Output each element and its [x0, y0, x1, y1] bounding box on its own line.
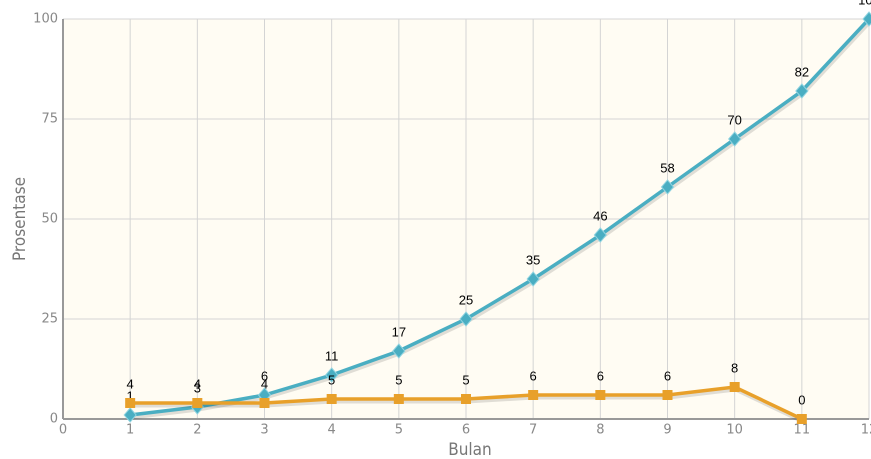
marker	[125, 398, 136, 408]
y-tick-label: 50	[41, 212, 58, 227]
marker	[392, 343, 406, 359]
marker	[123, 407, 137, 423]
value-label: 82	[795, 64, 809, 79]
value-label: 4	[127, 376, 134, 391]
x-tick-label: 9	[663, 423, 671, 438]
marker	[461, 394, 471, 404]
x-tick-label: 12	[861, 423, 871, 438]
value-label: 1	[127, 388, 134, 403]
marker	[528, 390, 539, 400]
x-tick-label: 2	[193, 423, 201, 438]
marker	[326, 394, 337, 404]
x-tick-label: 7	[529, 423, 537, 438]
value-label: 70	[727, 112, 741, 127]
value-label: 4	[261, 376, 268, 391]
value-label: 25	[459, 292, 473, 307]
x-axis-label: Bulan	[448, 440, 492, 459]
marker	[728, 131, 742, 147]
marker	[259, 398, 270, 408]
x-tick-label: 4	[328, 423, 336, 438]
value-label: 58	[660, 160, 674, 175]
line-shadow	[130, 19, 871, 420]
value-label: 100	[858, 0, 871, 7]
marker	[595, 390, 606, 400]
value-label: 3	[194, 380, 201, 395]
marker	[796, 414, 807, 424]
value-label: 17	[392, 324, 406, 339]
marker	[729, 382, 740, 392]
value-label: 11	[325, 348, 339, 363]
y-tick-label: 75	[41, 112, 58, 127]
value-label: 5	[395, 372, 402, 387]
marker	[459, 311, 473, 327]
value-label: 5	[328, 372, 335, 387]
value-label: 6	[261, 368, 268, 383]
marker	[325, 367, 339, 383]
marker	[862, 11, 871, 27]
y-tick-label: 0	[50, 412, 58, 427]
series-line	[129, 17, 871, 417]
marker	[393, 394, 404, 404]
value-label: 6	[664, 368, 671, 383]
y-tick-label: 100	[33, 12, 58, 27]
x-tick-label: 1	[126, 423, 134, 438]
x-tick-label: 11	[794, 423, 811, 438]
x-tick-label: 8	[596, 423, 604, 438]
marker	[593, 227, 607, 243]
x-tick-label: 0	[59, 423, 67, 438]
value-label: 6	[530, 368, 537, 383]
marker	[660, 179, 675, 195]
x-tick-label: 5	[395, 423, 403, 438]
value-label: 46	[593, 208, 607, 223]
marker	[526, 271, 540, 287]
value-label: 5	[462, 372, 469, 387]
value-label: 8	[731, 360, 738, 375]
x-tick-label: 10	[726, 423, 743, 438]
x-tick-label: 6	[462, 423, 470, 438]
value-label: 6	[597, 368, 604, 383]
value-label: 4	[194, 376, 201, 391]
value-label: 0	[798, 392, 805, 407]
x-tick-label: 3	[260, 423, 268, 438]
marker	[795, 83, 809, 99]
y-axis-label: Prosentase	[10, 177, 30, 261]
y-tick-label: 25	[41, 312, 58, 327]
value-label: 35	[526, 252, 540, 267]
marker	[192, 398, 203, 408]
marker	[662, 390, 673, 400]
